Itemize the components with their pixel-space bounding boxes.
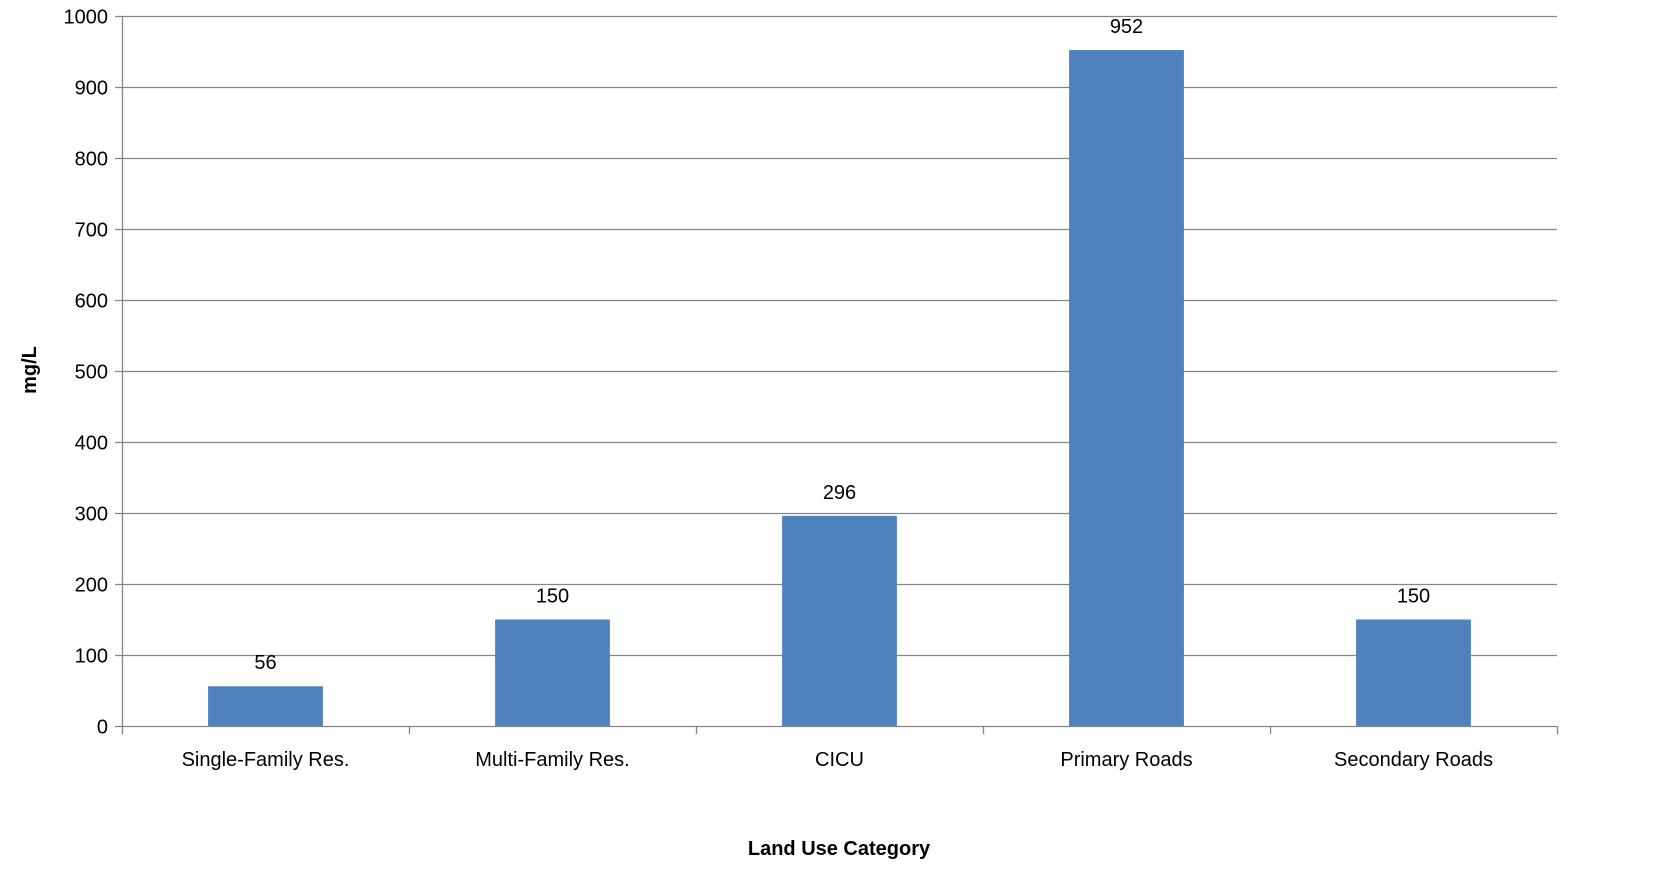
y-tick-label: 300 — [75, 504, 108, 526]
y-tick-label: 600 — [75, 291, 108, 313]
x-tick-label: Single-Family Res. — [182, 749, 350, 771]
y-tick-label: 700 — [75, 220, 108, 242]
x-tick-label: CICU — [815, 749, 864, 771]
x-tick-label: Primary Roads — [1060, 749, 1192, 771]
x-tick-label: Secondary Roads — [1334, 749, 1493, 771]
y-tick-label: 500 — [75, 362, 108, 384]
bar — [208, 686, 323, 726]
y-tick-label: 0 — [97, 717, 108, 739]
x-tick-labels: Single-Family Res. Multi-Family Res. CICU P… — [182, 749, 1493, 771]
y-tick-label: 200 — [75, 575, 108, 597]
x-axis-title: Land Use Category — [748, 838, 931, 860]
bars — [208, 50, 1471, 726]
x-tick-label: Multi-Family Res. — [475, 749, 629, 771]
y-tick-label: 900 — [75, 78, 108, 100]
data-labels: 56 150 296 952 150 — [254, 16, 1430, 674]
bar — [495, 619, 610, 726]
y-tick-label: 1000 — [64, 7, 109, 29]
data-label: 150 — [1397, 586, 1430, 608]
y-tick-labels: 0 100 200 300 400 500 600 700 800 900 1000 — [64, 7, 109, 739]
bar — [1069, 50, 1184, 726]
bar — [782, 515, 897, 726]
gridlines — [122, 15, 1557, 657]
y-tick-label: 400 — [75, 433, 108, 455]
y-tick-label: 800 — [75, 149, 108, 171]
bar — [1356, 619, 1471, 726]
y-tick-label: 100 — [75, 646, 108, 668]
axes — [115, 15, 1559, 734]
data-label: 952 — [1110, 16, 1143, 38]
y-axis-title: mg/L — [19, 346, 41, 394]
data-label: 296 — [823, 482, 856, 504]
data-label: 150 — [536, 586, 569, 608]
data-label: 56 — [254, 652, 276, 674]
